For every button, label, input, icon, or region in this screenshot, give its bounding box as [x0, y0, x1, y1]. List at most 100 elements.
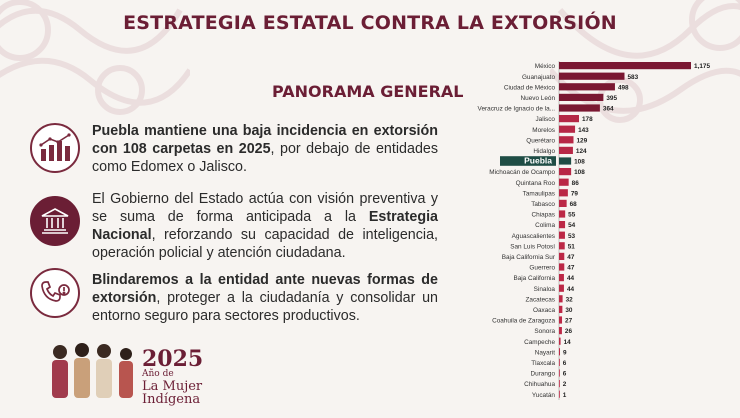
bar-value-label: 129 [576, 137, 587, 144]
paragraph-incidence-bold: Puebla mantiene una baja incidencia en e… [92, 123, 438, 157]
brand-year: 2025 [142, 346, 204, 372]
bar-value-label: 1 [563, 392, 567, 399]
bar [559, 115, 579, 123]
bar-value-label: 9 [563, 349, 567, 356]
bar-category-label: Querétaro [526, 137, 555, 144]
bar [559, 337, 561, 345]
bar-value-label: 30 [565, 307, 573, 314]
bar [559, 358, 560, 366]
bar-category-label: Sonora [534, 328, 555, 335]
bar-category-label: Tamaulipas [523, 190, 555, 197]
bar [559, 168, 572, 176]
bar [559, 221, 566, 229]
brand-tagline: Año de La Mujer Indígena [142, 368, 252, 406]
bar-value-label: 47 [567, 254, 575, 261]
bar-category-label: Baja California Sur [502, 254, 556, 261]
bar [559, 104, 600, 112]
bar [559, 178, 569, 186]
bar-value-label: 32 [566, 296, 574, 303]
brand-line1: Año de [142, 369, 174, 379]
paragraph-strategy: El Gobierno del Estado actúa con visión … [92, 190, 438, 262]
bar-value-label: 178 [582, 116, 593, 123]
bar-category-label: Chihuahua [524, 381, 555, 388]
bar-value-label: 2 [563, 381, 567, 388]
bar-value-label: 44 [567, 275, 575, 282]
paragraph-shield-bold: Blindaremos a la entidad ante nuevas for… [92, 272, 438, 306]
bar-value-label: 53 [568, 233, 576, 240]
bar [559, 252, 565, 260]
bar [559, 295, 563, 303]
paragraph-strategy-rest: , reforzando su capacidad de inteligenci… [92, 227, 438, 261]
bar-category-label: Veracruz de Ignacio de la... [478, 106, 556, 113]
bar-category-label: Morelos [532, 127, 555, 134]
bar [559, 348, 561, 356]
bar-category-label: Guerrero [529, 265, 555, 272]
section-subtitle: PANORAMA GENERAL [272, 82, 464, 101]
bar-value-label: 47 [567, 265, 575, 272]
bar [559, 305, 563, 313]
bar [559, 210, 566, 218]
bar [559, 380, 560, 388]
brand-line3: Indígena [142, 392, 201, 407]
bar-value-label: 54 [568, 222, 576, 229]
bar-category-label: Nayarit [535, 349, 555, 356]
bar-category-label: Yucatán [532, 392, 556, 399]
bar-value-label: 55 [568, 212, 576, 219]
bar-category-label: San Luis Potosí [510, 243, 555, 250]
bar [559, 369, 560, 377]
bar-category-label: Oaxaca [533, 307, 555, 314]
bar [559, 62, 691, 70]
bar [559, 83, 615, 91]
bar [559, 125, 576, 133]
brand-logo: 2025 Año de La Mujer Indígena [46, 338, 206, 406]
bar-value-label: 68 [570, 201, 578, 208]
bar-category-label: Ciudad de México [504, 84, 556, 91]
bar-category-label: Nuevo León [521, 95, 556, 102]
bar [559, 284, 564, 292]
bar-value-label: 51 [568, 243, 576, 250]
bar-category-label: Campeche [524, 339, 555, 346]
bar-category-label: Jalisco [535, 116, 555, 123]
bar-value-label: 44 [567, 286, 575, 293]
bar-category-label: Tabasco [531, 201, 555, 208]
paragraph-shield-rest: , proteger a la ciudadanía y consolidar … [92, 290, 438, 324]
brand-line2: La Mujer [142, 379, 203, 394]
bar-value-label: 108 [574, 169, 585, 176]
bar-value-label: 86 [572, 180, 580, 187]
bar [559, 146, 573, 154]
women-figures-illustration [52, 343, 133, 398]
paragraph-incidence: Puebla mantiene una baja incidencia en e… [92, 122, 438, 176]
bar-value-label: 6 [563, 360, 567, 367]
bar-value-label: 6 [563, 371, 567, 378]
extortion-bar-chart: México 1,175 Guanajuato 583 Ciudad de México… [478, 61, 710, 400]
bar-value-label: 14 [564, 339, 572, 346]
bar-value-label: 124 [576, 148, 587, 155]
bar-value-label: 108 [574, 159, 585, 166]
bar-value-label: 79 [571, 190, 579, 197]
bar-category-label: Chiapas [532, 212, 555, 219]
bar-category-label: Sinaloa [534, 286, 556, 293]
bar-category-label: Michoacán de Ocampo [489, 169, 555, 176]
bar [559, 189, 568, 197]
paragraph-incidence-rest: , por debajo de entidades como Edomex o … [92, 141, 438, 175]
bar-category-label: Guanajuato [522, 74, 555, 81]
bar-category-label: Durango [530, 371, 555, 378]
bar-category-label: Hidalgo [533, 148, 555, 155]
bar-value-label: 26 [565, 328, 573, 335]
bar [559, 72, 625, 80]
bar-category-label: Colima [535, 222, 555, 229]
bar-value-label: 583 [627, 74, 638, 81]
bar-value-label: 364 [603, 106, 614, 113]
bar-category-label: México [535, 63, 556, 70]
bar-category-label: Puebla [524, 156, 552, 166]
bar [559, 231, 565, 239]
bar [559, 157, 572, 165]
bar [559, 93, 604, 101]
bar-value-label: 395 [606, 95, 617, 102]
phone-threat-icon [30, 268, 80, 318]
bar-category-label: Baja California [513, 275, 555, 282]
bar [559, 390, 560, 398]
paragraph-shield: Blindaremos a la entidad ante nuevas for… [92, 271, 438, 325]
paragraph-strategy-bold: Estrategia Nacional [92, 209, 438, 243]
highlight-label-background [500, 156, 556, 166]
